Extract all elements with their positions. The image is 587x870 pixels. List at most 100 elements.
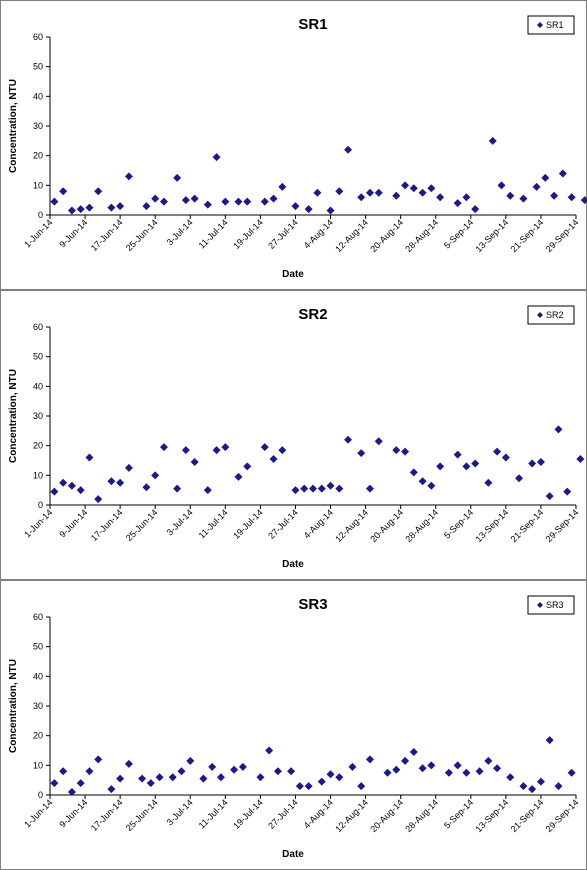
legend-marker	[537, 22, 543, 28]
data-point	[554, 425, 563, 434]
data-point	[59, 767, 68, 776]
data-point	[493, 764, 502, 773]
data-point	[515, 474, 524, 483]
data-point	[124, 172, 133, 181]
y-tick-label: 40	[33, 91, 43, 101]
chart-frame	[0, 0, 587, 290]
data-point	[273, 767, 282, 776]
legend-box	[527, 305, 575, 325]
y-tick-label: 30	[33, 701, 43, 711]
data-point	[335, 484, 344, 493]
data-point	[392, 191, 401, 200]
data-point	[357, 782, 366, 791]
data-point	[168, 773, 177, 782]
data-point	[173, 484, 182, 493]
chart-frame	[0, 580, 587, 870]
data-point	[365, 484, 374, 493]
data-point	[317, 484, 326, 493]
data-point	[230, 765, 239, 774]
data-point	[462, 193, 471, 202]
data-point	[142, 483, 151, 492]
data-point	[260, 443, 269, 452]
data-point	[107, 203, 116, 212]
data-point	[59, 478, 68, 487]
data-point	[427, 761, 436, 770]
data-point	[146, 779, 155, 788]
y-axis-label: Concentration, NTU	[8, 79, 19, 173]
data-point	[50, 487, 59, 496]
data-point	[427, 481, 436, 490]
data-point	[234, 472, 243, 481]
y-tick-label: 40	[33, 381, 43, 391]
data-point	[124, 759, 133, 768]
data-point	[295, 782, 304, 791]
y-tick-label: 30	[33, 121, 43, 131]
y-tick-label: 0	[38, 210, 43, 220]
data-point	[151, 194, 160, 203]
data-point	[436, 462, 445, 471]
chart-frame	[0, 290, 587, 580]
data-point	[186, 756, 195, 765]
x-axis-label: Date	[282, 849, 304, 860]
data-point	[221, 197, 230, 206]
data-point	[392, 446, 401, 455]
data-point	[576, 455, 585, 464]
data-point	[85, 453, 94, 462]
chart-panel-sr2: SR2 0 10 20 30 40 50 60 1-Jun-14 9-Jun-14 17-Jun-1…	[0, 290, 587, 580]
data-point	[453, 199, 462, 208]
data-point	[287, 767, 296, 776]
data-point	[278, 182, 287, 191]
data-point	[221, 443, 230, 452]
data-point	[291, 486, 300, 495]
data-point	[365, 188, 374, 197]
data-point	[401, 447, 410, 456]
y-tick-label: 10	[33, 760, 43, 770]
y-tick-label: 0	[38, 500, 43, 510]
y-tick-label: 20	[33, 151, 43, 161]
data-point	[67, 481, 76, 490]
data-point	[409, 468, 418, 477]
y-tick-label: 20	[33, 441, 43, 451]
data-point	[545, 736, 554, 745]
data-point	[269, 194, 278, 203]
data-point	[436, 193, 445, 202]
data-point	[497, 181, 506, 190]
data-point	[173, 173, 182, 182]
chart-title: SR3	[298, 596, 327, 613]
legend-marker	[537, 602, 543, 608]
y-tick-label: 60	[33, 32, 43, 42]
data-point	[67, 206, 76, 215]
data-point	[374, 188, 383, 197]
data-point	[348, 762, 357, 771]
y-tick-label: 50	[33, 62, 43, 72]
data-point	[243, 197, 252, 206]
data-point	[107, 477, 116, 486]
data-point	[85, 203, 94, 212]
data-point	[208, 762, 217, 771]
legend-box	[527, 595, 575, 615]
y-tick-label: 10	[33, 470, 43, 480]
data-point	[418, 764, 427, 773]
legend-label: SR2	[546, 310, 564, 320]
data-point	[567, 768, 576, 777]
y-tick-label: 50	[33, 642, 43, 652]
data-point	[427, 184, 436, 193]
data-point	[326, 481, 335, 490]
data-point	[243, 462, 252, 471]
data-point	[124, 463, 133, 472]
data-point	[401, 756, 410, 765]
data-point	[203, 486, 212, 495]
data-point	[563, 487, 572, 496]
data-point	[558, 169, 567, 178]
data-point	[190, 194, 199, 203]
data-point	[418, 188, 427, 197]
data-point	[116, 202, 125, 211]
data-point	[519, 782, 528, 791]
data-point	[265, 746, 274, 755]
x-axis-label: Date	[282, 269, 304, 280]
data-point	[85, 767, 94, 776]
data-point	[383, 768, 392, 777]
data-point	[116, 774, 125, 783]
y-tick-label: 40	[33, 671, 43, 681]
data-point	[181, 196, 190, 205]
